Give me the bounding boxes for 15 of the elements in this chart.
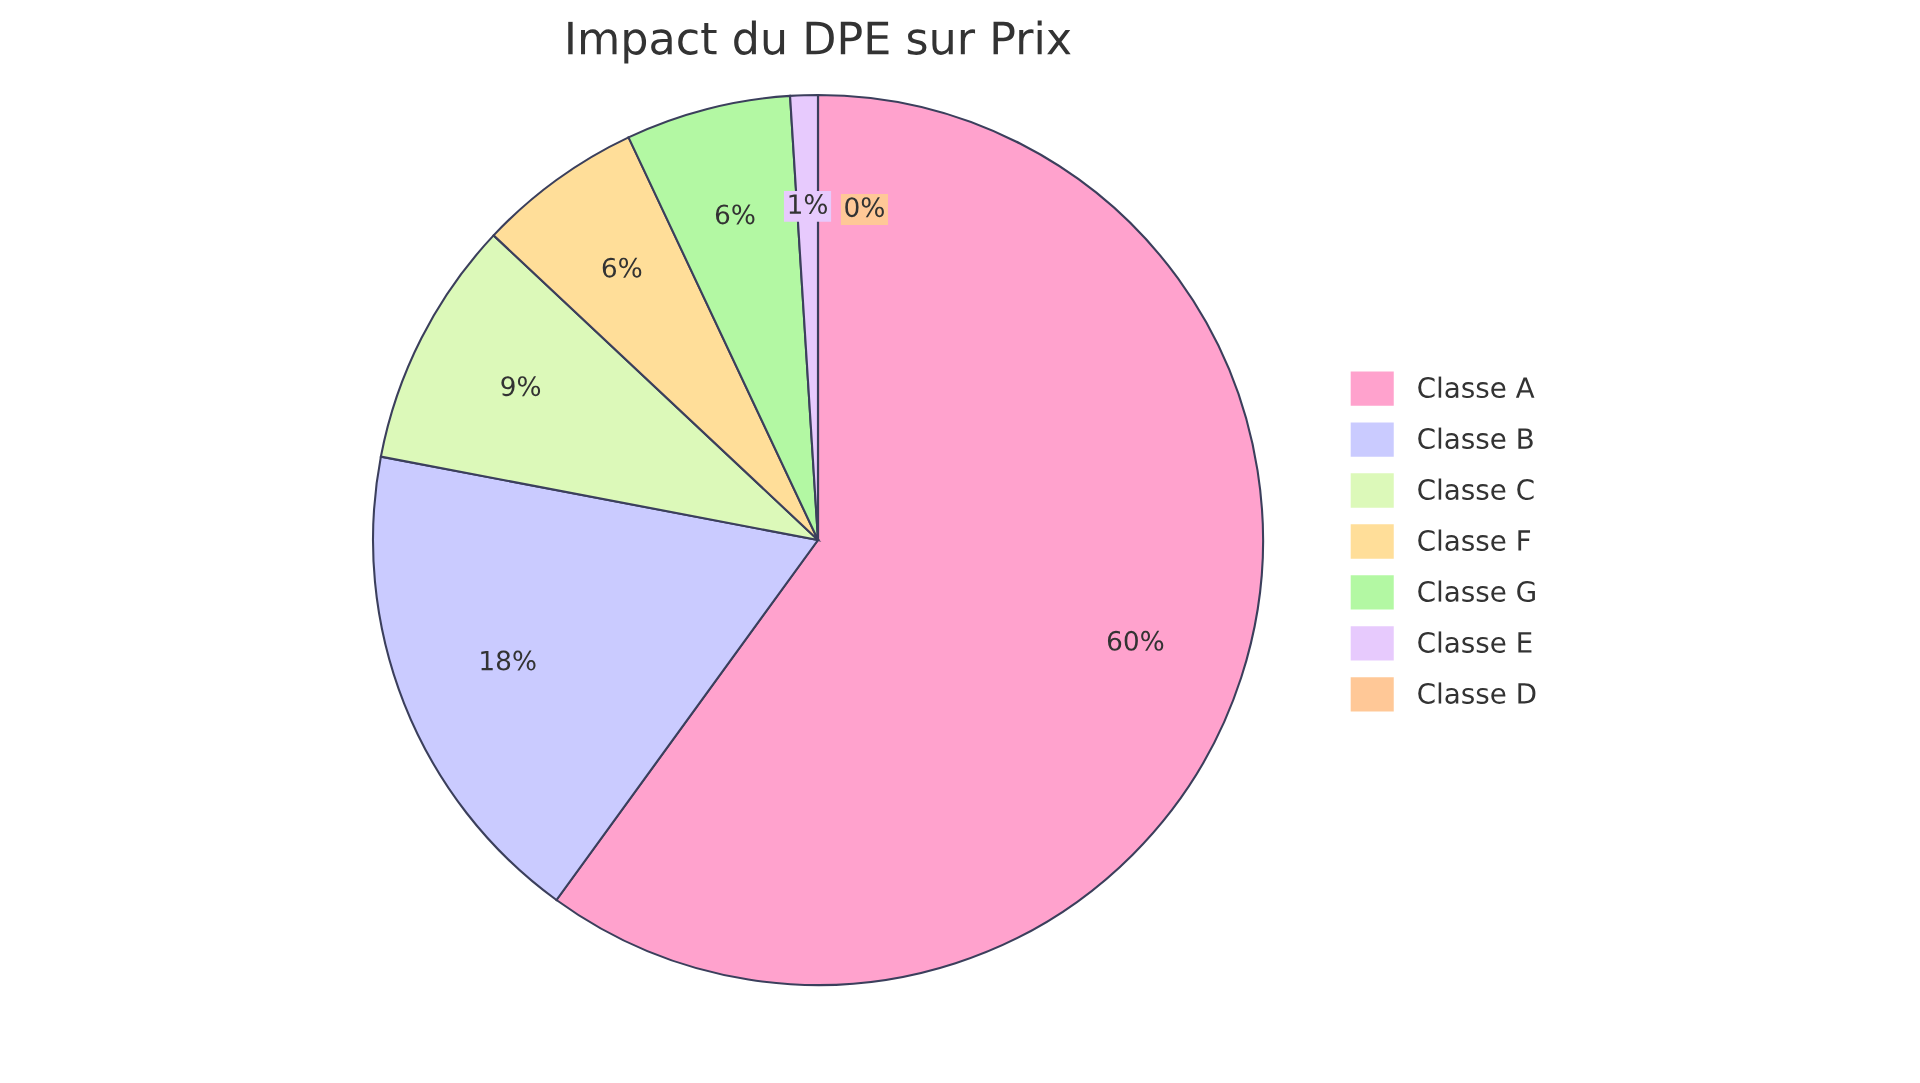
data-label: 6% <box>602 257 642 278</box>
legend-label: Classe B <box>1418 427 1533 450</box>
chart-title: Impact du DPE sur Prix <box>568 20 1071 64</box>
data-label: 9% <box>501 376 541 397</box>
legend-label: Classe A <box>1418 376 1535 399</box>
data-label: 6% <box>715 204 755 225</box>
data-label: 60% <box>1107 630 1164 651</box>
data-label: 1% <box>789 194 827 215</box>
legend-label: Classe F <box>1418 529 1531 551</box>
text: 0% <box>845 197 884 218</box>
legend-label: Classe C <box>1418 478 1534 501</box>
legend-label: Classe D <box>1418 682 1536 704</box>
legend-label: Classe G <box>1418 580 1535 602</box>
legend-label: Classe E <box>1418 631 1532 653</box>
data-label: 18% <box>481 650 536 671</box>
